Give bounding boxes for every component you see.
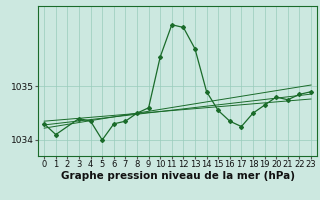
X-axis label: Graphe pression niveau de la mer (hPa): Graphe pression niveau de la mer (hPa) xyxy=(60,171,295,181)
